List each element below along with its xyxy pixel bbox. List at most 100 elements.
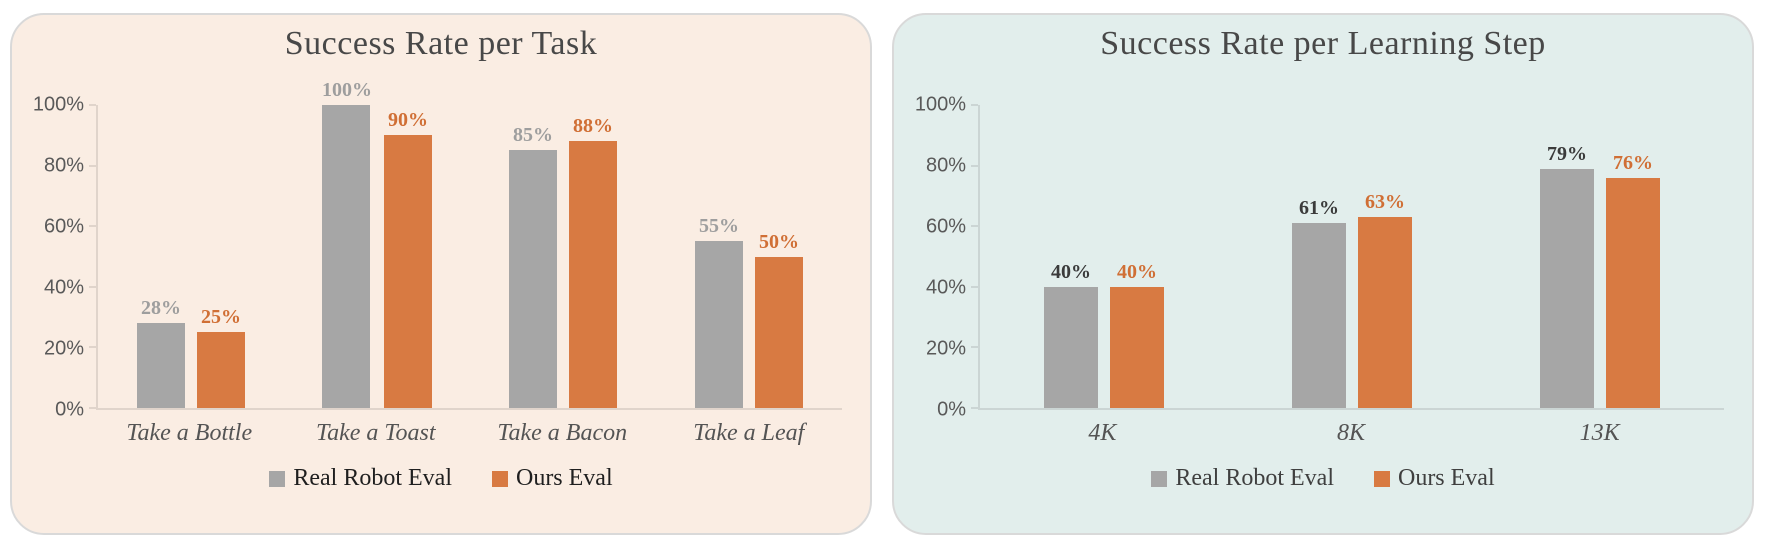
y-tick-label: 20% (43, 337, 84, 360)
bar-column: 85% (509, 105, 557, 408)
bar-real-robot (509, 150, 557, 408)
bar-column: 28% (137, 105, 185, 408)
value-label: 88% (573, 115, 613, 138)
value-label: 25% (201, 306, 241, 329)
y-tick-label: 40% (43, 276, 84, 299)
axis-tick (971, 285, 978, 288)
bar-column: 88% (569, 105, 617, 408)
category-label: 4K (1088, 420, 1117, 446)
bar-column: 40% (1044, 105, 1098, 408)
axis-tick (89, 285, 96, 288)
y-tick-label: 100% (32, 93, 84, 116)
bar-real-robot (695, 241, 743, 408)
bar-group-8k: 61% 63% (1228, 105, 1476, 408)
bar-groups-task: 28% 25% 100% (98, 79, 842, 408)
axis-tick (971, 407, 978, 409)
bar-group-take-a-bacon: 85% 88% (470, 105, 656, 408)
chart-title-task: Success Rate per Task (284, 25, 598, 62)
bar-group-4k: 40% 40% (980, 105, 1228, 408)
bar-ours (1358, 217, 1412, 408)
y-tick-label: 80% (925, 154, 966, 177)
legend-item-real-robot: Real Robot Eval (1151, 465, 1334, 492)
category-axis-task: Take a Bottle Take a Toast Take a Bacon … (96, 420, 842, 447)
bar-real-robot (1044, 286, 1098, 408)
legend-swatch-gray (1151, 470, 1168, 487)
legend-item-ours: Ours Eval (491, 465, 613, 492)
bar-real-robot (1540, 168, 1594, 408)
value-label: 28% (141, 297, 181, 320)
category-label: 13K (1579, 420, 1620, 446)
axis-tick (971, 164, 978, 167)
y-tick-label: 60% (925, 215, 966, 238)
legend-label: Real Robot Eval (1175, 465, 1334, 491)
bar-ours (1606, 177, 1660, 408)
axis-tick (971, 225, 978, 228)
value-label: 63% (1365, 191, 1405, 214)
value-label: 55% (699, 215, 739, 238)
bar-column: 50% (755, 105, 803, 408)
legend-swatch-orange (491, 470, 508, 487)
value-label: 61% (1299, 197, 1339, 220)
bar-ours (384, 135, 432, 408)
category-label: Take a Bacon (497, 420, 628, 446)
y-tick-label: 100% (914, 93, 966, 116)
value-label: 50% (759, 230, 799, 253)
bar-ours (755, 256, 803, 408)
axis-tick (89, 225, 96, 228)
axis-tick (89, 346, 96, 349)
bar-group-13k: 79% 76% (1476, 105, 1724, 408)
category-label: Take a Leaf (693, 420, 805, 446)
axis-tick (89, 104, 96, 106)
value-label: 79% (1547, 142, 1587, 165)
plot-wrap-task: 28% 25% 100% (89, 79, 842, 447)
y-tick-label: 40% (925, 276, 966, 299)
chart-title-learning-step: Success Rate per Learning Step (1100, 25, 1546, 62)
value-label: 40% (1051, 260, 1091, 283)
plot-wrap-learning-step: 40% 40% 61% (971, 104, 1724, 447)
legend-item-real-robot: Real Robot Eval (269, 465, 452, 492)
y-tick-label: 20% (925, 337, 966, 360)
bar-group-take-a-bottle: 28% 25% (98, 105, 284, 408)
bar-group-take-a-toast: 100% 90% (284, 79, 470, 408)
chart-card-learning-step: Success Rate per Learning Step 100% 80% … (892, 13, 1754, 535)
value-label: 90% (388, 109, 428, 132)
y-tick-label: 60% (43, 215, 84, 238)
bar-column: 25% (197, 105, 245, 408)
bar-column: 100% (322, 79, 372, 408)
bar-real-robot (322, 105, 370, 408)
bar-column: 61% (1292, 105, 1346, 408)
bar-column: 40% (1110, 105, 1164, 408)
bar-column: 55% (695, 105, 743, 408)
y-tick-label: 80% (43, 154, 84, 177)
legend-swatch-orange (1373, 470, 1390, 487)
category-label: 8K (1336, 420, 1365, 446)
value-label: 85% (513, 124, 553, 147)
y-axis-task: 100% 80% 60% 40% 20% 0% (30, 94, 96, 421)
bar-column: 63% (1358, 105, 1412, 408)
legend-label: Real Robot Eval (293, 465, 452, 491)
axis-tick (971, 104, 978, 106)
plot-area-task: 28% 25% 100% (89, 79, 842, 410)
category-axis-learning-step: 4K 8K 13K (978, 420, 1724, 447)
legend-label: Ours Eval (515, 465, 613, 491)
axis-tick (971, 346, 978, 349)
legend-learning-step: Real Robot Eval Ours Eval (908, 465, 1738, 492)
bar-ours (569, 141, 617, 408)
bar-real-robot (137, 323, 185, 408)
bar-column: 76% (1606, 105, 1660, 408)
legend-item-ours: Ours Eval (1373, 465, 1495, 492)
y-tick-label: 0% (937, 398, 966, 421)
plot-area-learning-step: 40% 40% 61% (971, 104, 1724, 410)
category-label: Take a Toast (315, 420, 436, 446)
y-axis-learning-step: 100% 80% 60% 40% 20% 0% (912, 94, 978, 421)
bar-real-robot (1292, 223, 1346, 408)
bar-column: 79% (1540, 105, 1594, 408)
bar-ours (1110, 286, 1164, 408)
legend-swatch-gray (269, 470, 286, 487)
value-label: 40% (1117, 260, 1157, 283)
chart-body-task: 100% 80% 60% 40% 20% 0% (26, 79, 856, 447)
axis-tick (89, 164, 96, 167)
chart-body-learning-step: 100% 80% 60% 40% 20% 0% (908, 94, 1738, 447)
bar-group-take-a-leaf: 55% 50% (656, 105, 842, 408)
